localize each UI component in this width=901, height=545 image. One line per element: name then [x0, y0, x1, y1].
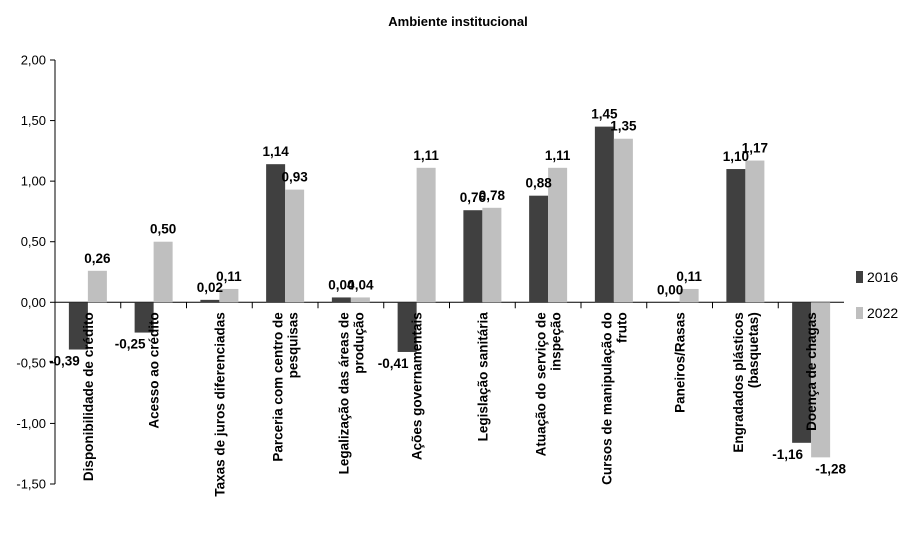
y-tick-label: -0,50 — [16, 355, 46, 370]
y-tick-label: 2,00 — [21, 53, 46, 68]
data-label-2016: 1,10 — [723, 149, 749, 164]
y-tick-label: -1,00 — [16, 416, 46, 431]
category-label: Legalização das áreas de — [336, 312, 351, 475]
category-label: Paneiros/Rasas — [673, 312, 688, 413]
data-label-2016: -0,25 — [115, 337, 146, 352]
category-label: Engradados plásticos — [731, 312, 746, 452]
category-label: Atuação do serviço de — [534, 312, 549, 457]
data-label-2022: 0,11 — [676, 269, 702, 284]
data-label-2022: 0,93 — [281, 170, 308, 185]
category-labels: Disponibilidade de crédito Acesso ao créd… — [81, 312, 819, 497]
category-label: Disponibilidade de crédito — [81, 312, 96, 481]
category-label: Cursos de manipulação do — [599, 312, 614, 485]
legend-label-2016: 2016 — [867, 269, 898, 285]
category-label: Parceria com centro de — [271, 312, 286, 462]
bar-2016 — [266, 164, 286, 303]
y-tick-label: 1,50 — [21, 113, 46, 128]
data-label-2016: -0,39 — [49, 354, 80, 369]
data-label-2016: 0,02 — [197, 280, 223, 295]
chart-title: Ambiente institucional — [388, 14, 527, 29]
category-label: (basquetas) — [746, 312, 761, 388]
data-label-2022: 0,04 — [347, 277, 374, 292]
bar-2016 — [792, 302, 812, 443]
category-label: Doença de chagas — [804, 312, 819, 431]
y-tick-label: 0,00 — [21, 295, 46, 310]
bar-2022 — [811, 302, 831, 458]
y-tick-label: -1,50 — [16, 477, 46, 492]
data-label-2016: 1,45 — [591, 107, 618, 122]
data-label-2022: 0,26 — [84, 251, 111, 266]
bar-2016 — [200, 299, 220, 303]
data-label-2022: 1,11 — [413, 148, 439, 163]
category-label: produção — [351, 312, 366, 374]
bar-2016 — [331, 297, 351, 303]
data-label-2022: 1,17 — [742, 141, 768, 156]
bars — [68, 126, 831, 458]
bar-2016 — [134, 302, 154, 333]
data-label-2022: 0,78 — [479, 188, 506, 203]
bar-2022 — [679, 288, 699, 303]
bar-2022 — [350, 297, 370, 303]
bar-2022 — [416, 167, 436, 303]
data-label-2016: -0,41 — [378, 356, 409, 371]
data-label-2016: 0,04 — [328, 277, 355, 292]
legend: 2016 2022 — [856, 269, 898, 321]
bar-2016 — [463, 210, 483, 303]
category-label: pesquisas — [286, 312, 301, 378]
legend-label-2022: 2022 — [867, 305, 898, 321]
bar-2022 — [87, 270, 107, 303]
data-label-2016: 0,76 — [460, 190, 487, 205]
category-label: inspeção — [549, 312, 564, 371]
bar-2016 — [397, 302, 417, 352]
legend-swatch-2016 — [856, 271, 863, 283]
legend-swatch-2022 — [856, 307, 863, 319]
category-label: Ações governamentais — [410, 312, 425, 460]
data-label-2022: 0,11 — [216, 269, 242, 284]
bar-2022 — [745, 160, 765, 303]
data-label-2022: 0,50 — [150, 222, 176, 237]
bar-2016 — [726, 169, 746, 303]
bar-2022 — [153, 241, 173, 303]
bar-2016 — [594, 126, 614, 303]
bar-2016 — [68, 302, 88, 350]
data-label-2016: 1,14 — [262, 144, 289, 159]
data-label-2022: -1,28 — [815, 461, 846, 476]
bar-2022 — [285, 189, 305, 303]
data-label-2016: 0,00 — [657, 282, 683, 297]
data-labels: -0,390,26-0,250,500,020,111,140,930,040,… — [49, 107, 847, 477]
axes: 2,00 1,50 1,00 0,50 0,00 -0,50 -1,00 -1,50 — [16, 53, 844, 492]
bar-2022 — [219, 288, 239, 303]
data-label-2016: 0,88 — [525, 176, 552, 191]
y-tick-label: 1,00 — [21, 174, 46, 189]
bar-2022 — [613, 138, 633, 303]
bar-2016 — [529, 195, 549, 303]
bar-2022 — [548, 167, 568, 303]
data-label-2022: 1,35 — [610, 119, 637, 134]
bar-2022 — [482, 207, 502, 303]
category-label: fruto — [614, 312, 629, 343]
data-label-2022: 1,11 — [545, 148, 571, 163]
category-label: Legislação sanitária — [475, 312, 490, 442]
y-tick-label: 0,50 — [21, 234, 46, 249]
data-label-2016: -1,16 — [772, 447, 803, 462]
category-label: Acesso ao crédito — [147, 312, 162, 428]
category-label: Taxas de juros diferenciadas — [212, 312, 227, 496]
